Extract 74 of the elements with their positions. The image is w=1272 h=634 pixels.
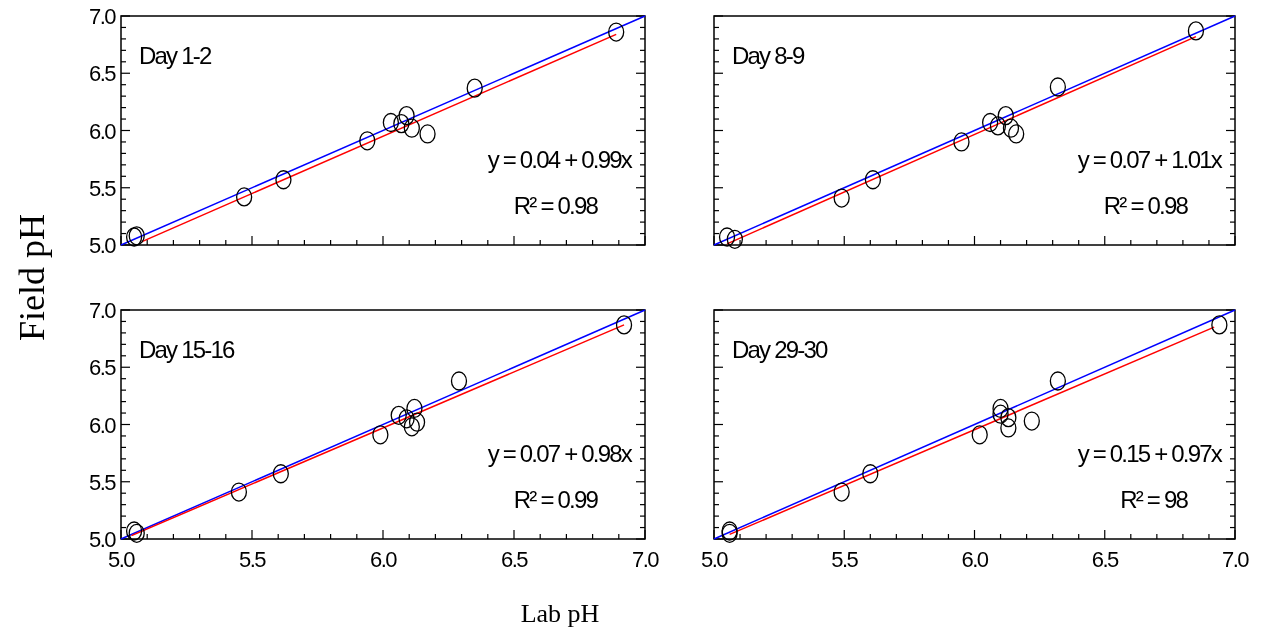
- point: [833, 188, 850, 208]
- annotation: y = 0.15 + 0.97x: [1077, 440, 1223, 467]
- point: [406, 398, 423, 419]
- point: [272, 464, 289, 484]
- point: [275, 170, 292, 190]
- point: [372, 425, 389, 445]
- annotation: y = 0.07 + 0.98x: [487, 440, 633, 467]
- x-tick-label: 6.0: [369, 547, 398, 572]
- x-tick-label: 6.0: [961, 547, 989, 572]
- point: [1187, 21, 1205, 41]
- annotation: R² = 98: [1120, 486, 1189, 513]
- point: [971, 425, 988, 445]
- point: [403, 417, 420, 437]
- point: [833, 482, 850, 502]
- point: [1023, 411, 1040, 431]
- y-tick-label: 6.0: [88, 118, 117, 144]
- annotation: R² = 0.99: [513, 486, 599, 513]
- point: [466, 78, 483, 98]
- point: [864, 170, 882, 190]
- point: [1008, 124, 1025, 144]
- point: [382, 112, 400, 133]
- annotation: Day 15-16: [139, 336, 235, 363]
- point: [615, 315, 633, 335]
- x-tick-label: 7.0: [631, 547, 660, 572]
- point: [992, 404, 1009, 424]
- point: [450, 371, 468, 391]
- x-tick-label: 5.5: [831, 547, 859, 572]
- point: [1049, 77, 1067, 97]
- y-tick-label: 5.0: [88, 233, 117, 258]
- y-tick-label: 7.0: [88, 298, 117, 323]
- y-axis-title: Field pH: [12, 213, 52, 342]
- annotation: y = 0.07 + 1.01x: [1077, 146, 1223, 173]
- point: [1002, 118, 1020, 138]
- annotation: Day 29-30: [732, 336, 828, 363]
- annotation: R² = 0.98: [1103, 192, 1189, 219]
- point: [403, 118, 420, 138]
- point: [390, 405, 407, 425]
- point: [1000, 418, 1017, 438]
- annotation: y = 0.04 + 0.99x: [487, 146, 633, 173]
- point: [408, 412, 426, 432]
- x-axis-title: Lab pH: [520, 599, 600, 628]
- point: [992, 398, 1009, 419]
- point: [419, 124, 436, 144]
- point: [726, 229, 743, 249]
- point: [862, 464, 879, 484]
- y-tick-label: 6.5: [88, 61, 117, 87]
- point: [398, 105, 415, 126]
- point: [1000, 407, 1017, 428]
- point: [997, 105, 1014, 126]
- x-tick-label: 5.0: [700, 547, 729, 572]
- point: [230, 482, 248, 502]
- x-tick-label: 5.5: [238, 547, 267, 572]
- point: [718, 227, 736, 247]
- y-tick-label: 6.5: [88, 355, 117, 381]
- point: [1211, 315, 1228, 335]
- point: [989, 116, 1007, 136]
- annotation: R² = 0.98: [513, 192, 599, 219]
- x-tick-label: 6.5: [500, 547, 529, 572]
- point: [235, 187, 253, 207]
- annotation: Day 8-9: [732, 42, 805, 69]
- point: [359, 131, 376, 151]
- x-tick-label: 7.0: [1221, 547, 1250, 572]
- y-tick-label: 7.0: [88, 4, 117, 29]
- point: [608, 22, 625, 42]
- x-tick-label: 6.5: [1091, 547, 1120, 572]
- point: [953, 132, 970, 152]
- annotation: Day 1-2: [139, 42, 212, 69]
- y-tick-label: 5.5: [88, 175, 117, 201]
- y-tick-label: 5.5: [88, 469, 117, 495]
- point: [398, 409, 415, 429]
- y-tick-label: 6.0: [88, 412, 117, 438]
- point: [393, 113, 410, 134]
- point: [981, 112, 999, 133]
- point: [1049, 371, 1067, 391]
